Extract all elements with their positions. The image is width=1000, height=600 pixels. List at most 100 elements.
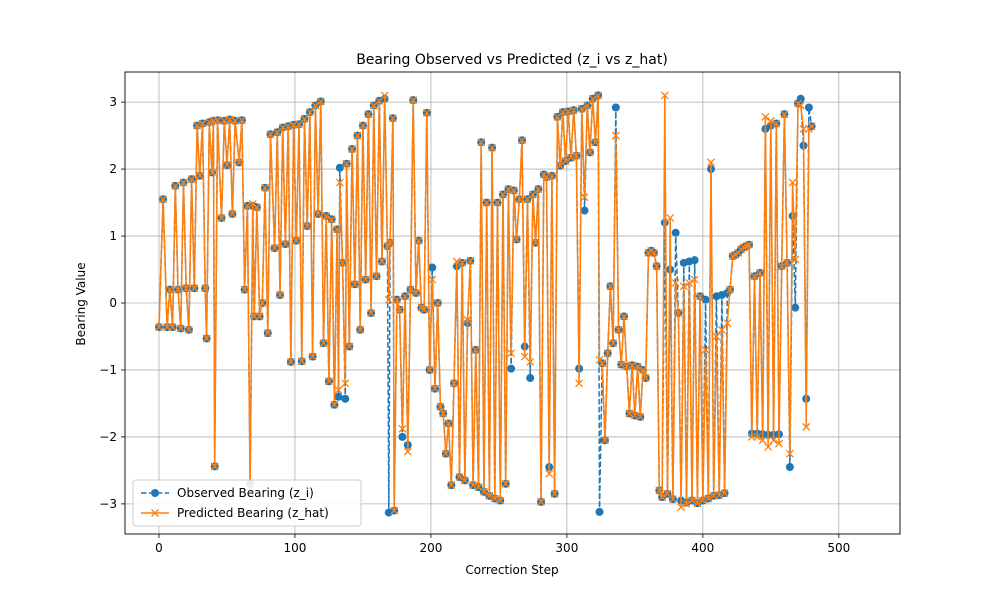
- predicted-point: [208, 168, 216, 177]
- predicted-point: [311, 101, 320, 110]
- x-tick-label: 100: [284, 541, 307, 555]
- predicted-point: [515, 195, 524, 204]
- predicted-point: [598, 359, 607, 368]
- predicted-point: [422, 108, 431, 117]
- predicted-point: [305, 108, 314, 117]
- predicted-point: [420, 305, 429, 314]
- observed-point: [690, 256, 699, 265]
- predicted-point: [441, 449, 450, 458]
- predicted-point: [193, 121, 202, 130]
- predicted-point: [594, 91, 603, 100]
- predicted-point: [679, 282, 688, 291]
- legend-marker: [151, 489, 159, 497]
- predicted-point: [333, 225, 342, 234]
- predicted-point: [777, 262, 786, 271]
- predicted-point: [575, 379, 584, 388]
- predicted-point: [350, 280, 359, 289]
- predicted-point: [455, 473, 464, 482]
- y-tick-label: 3: [109, 95, 117, 109]
- predicted-point: [182, 284, 191, 293]
- predicted-point: [364, 110, 373, 119]
- y-tick-label: −1: [99, 363, 117, 377]
- predicted-point: [168, 323, 177, 332]
- predicted-point: [297, 357, 306, 366]
- predicted-point: [682, 499, 691, 508]
- observed-point: [804, 103, 813, 112]
- predicted-point: [252, 203, 261, 212]
- observed-point: [611, 103, 620, 112]
- y-tick-label: 0: [109, 296, 117, 310]
- predicted-point: [353, 131, 362, 140]
- predicted-point: [338, 258, 347, 267]
- predicted-point: [314, 209, 323, 218]
- predicted-point: [668, 495, 677, 504]
- predicted-point: [807, 122, 816, 131]
- predicted-point: [479, 487, 488, 496]
- predicted-point: [512, 235, 521, 244]
- predicted-point: [704, 494, 713, 503]
- legend-label: Predicted Bearing (z_hat): [177, 506, 329, 520]
- predicted-point: [327, 215, 336, 224]
- predicted-point: [463, 315, 472, 324]
- observed-point: [595, 507, 604, 516]
- predicted-point: [198, 119, 207, 128]
- observed-point: [428, 263, 437, 272]
- predicted-point: [660, 91, 669, 100]
- predicted-point: [750, 272, 759, 281]
- predicted-point: [414, 236, 423, 245]
- predicted-point: [671, 278, 680, 287]
- predicted-point: [620, 312, 628, 321]
- predicted-point: [184, 325, 193, 334]
- predicted-point: [633, 362, 642, 371]
- predicted-point: [761, 112, 770, 121]
- predicted-point: [485, 491, 494, 500]
- observed-point: [334, 392, 343, 401]
- ticks: 0 100 200 300 400 500 −3 −2 −1 0 1 2 3: [99, 95, 850, 555]
- predicted-point: [439, 409, 448, 418]
- predicted-point: [469, 481, 478, 490]
- predicted-point: [501, 479, 510, 488]
- predicted-point: [361, 275, 370, 284]
- predicted-point: [772, 119, 781, 128]
- predicted-point: [534, 185, 543, 194]
- x-tick-label: 500: [827, 541, 850, 555]
- predicted-point: [611, 131, 620, 140]
- predicted-point: [712, 332, 721, 341]
- predicted-point: [392, 295, 401, 304]
- predicted-point: [406, 285, 415, 294]
- predicted-point: [263, 329, 272, 338]
- predicted-point: [319, 339, 328, 348]
- predicted-point: [395, 305, 404, 314]
- predicted-point: [187, 175, 196, 184]
- predicted-point: [444, 419, 453, 428]
- y-axis-label: Bearing Value: [74, 262, 88, 345]
- predicted-point: [155, 323, 163, 332]
- predicted-point: [639, 365, 647, 374]
- predicted-point: [322, 211, 331, 220]
- predicted-point: [769, 436, 778, 445]
- predicted-point: [537, 497, 546, 506]
- predicted-point: [174, 285, 182, 294]
- predicted-point: [450, 379, 458, 388]
- predicted-point: [401, 292, 410, 301]
- predicted-point: [764, 442, 773, 451]
- predicted-point: [213, 116, 222, 125]
- observed-point: [335, 163, 344, 172]
- predicted-point: [176, 324, 185, 333]
- predicted-point: [766, 116, 775, 125]
- predicted-point: [717, 325, 726, 334]
- predicted-point: [655, 486, 664, 495]
- predicted-point: [240, 285, 249, 294]
- predicted-point: [159, 195, 168, 204]
- predicted-point: [641, 374, 650, 382]
- predicted-point: [228, 209, 237, 218]
- legend-marker: [151, 509, 159, 517]
- predicted-point: [201, 284, 210, 293]
- predicted-point: [258, 299, 267, 307]
- predicted-point: [577, 104, 586, 113]
- predicted-point: [755, 268, 764, 277]
- predicted-point: [696, 292, 705, 301]
- predicted-point: [707, 158, 715, 167]
- predicted-point: [286, 357, 295, 366]
- predicted-point: [255, 312, 264, 321]
